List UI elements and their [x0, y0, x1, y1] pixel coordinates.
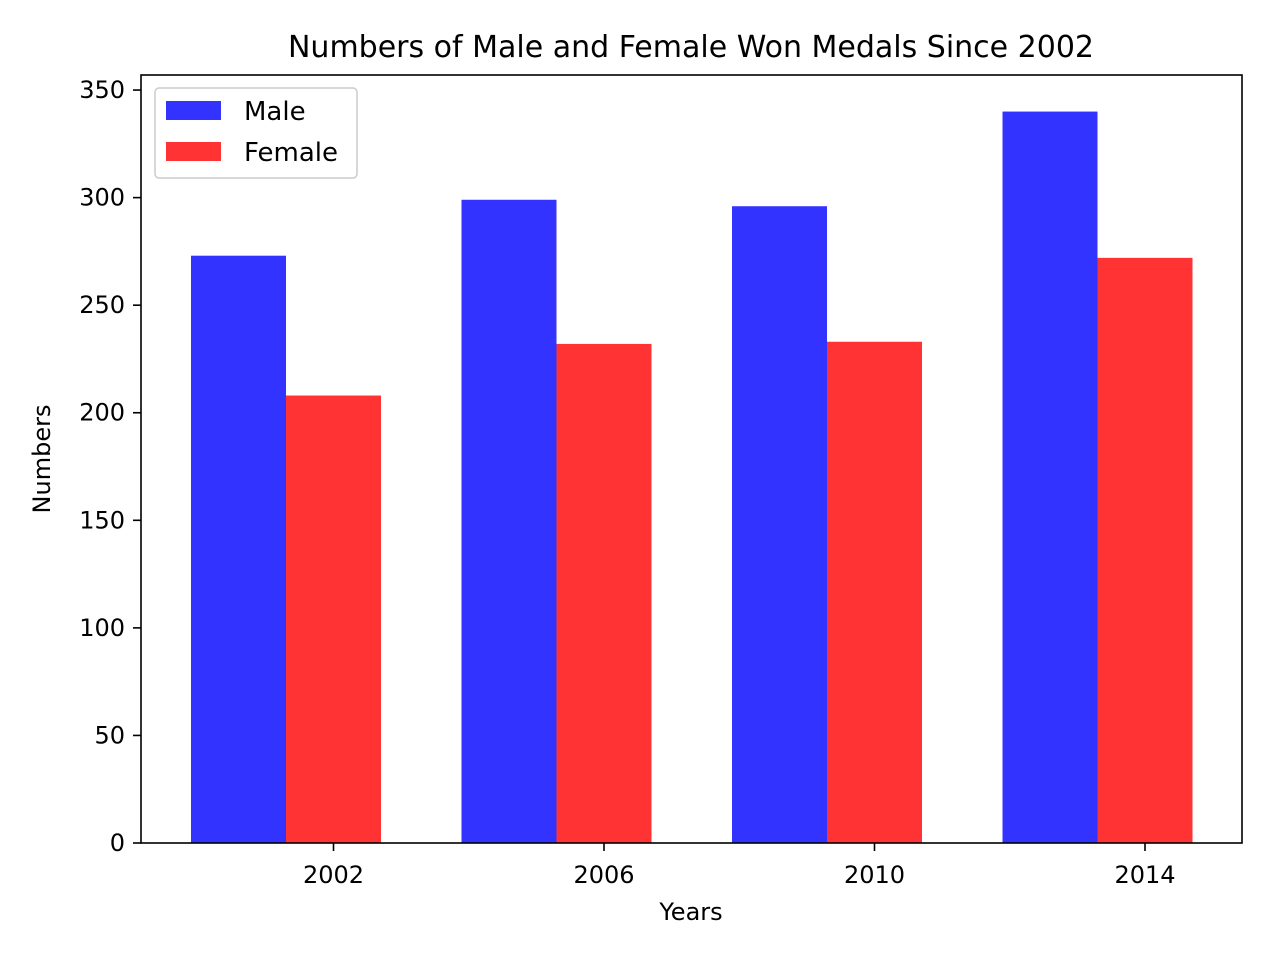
y-tick-label: 200 — [79, 399, 125, 427]
legend-swatch-male — [166, 101, 221, 120]
y-tick-label: 0 — [110, 829, 125, 857]
bar-female-2002 — [286, 395, 381, 843]
legend-label-male: Male — [244, 97, 306, 127]
bar-male-2010 — [732, 206, 827, 843]
bar-female-2010 — [827, 341, 922, 843]
y-axis-label: Numbers — [28, 405, 56, 514]
y-tick-label: 300 — [79, 184, 125, 212]
y-tick-label: 250 — [79, 291, 125, 319]
x-tick-label-2002: 2002 — [303, 861, 364, 889]
bar-male-2002 — [191, 255, 286, 844]
y-tick-label: 50 — [94, 721, 125, 749]
x-axis: 2002 2006 2010 2014 — [303, 843, 1176, 889]
chart-title: Numbers of Male and Female Won Medals Si… — [288, 30, 1094, 65]
x-axis-label: Years — [658, 898, 722, 926]
y-axis: 0 50 100 150 200 250 300 350 — [79, 76, 141, 857]
y-tick-label: 350 — [79, 76, 125, 104]
legend-label-female: Female — [244, 138, 338, 168]
x-tick-label-2010: 2010 — [844, 861, 905, 889]
bars-group — [191, 111, 1193, 844]
x-tick-label-2006: 2006 — [573, 861, 634, 889]
y-tick-label: 150 — [79, 506, 125, 534]
bar-female-2014 — [1097, 257, 1193, 843]
bar-male-2006 — [461, 199, 557, 844]
bar-male-2014 — [1002, 111, 1098, 844]
legend: Male Female — [154, 87, 358, 179]
bar-female-2006 — [556, 343, 652, 843]
y-tick-label: 100 — [79, 614, 125, 642]
legend-swatch-female — [166, 142, 221, 161]
x-tick-label-2014: 2014 — [1114, 861, 1175, 889]
plot-frame — [140, 74, 1243, 844]
